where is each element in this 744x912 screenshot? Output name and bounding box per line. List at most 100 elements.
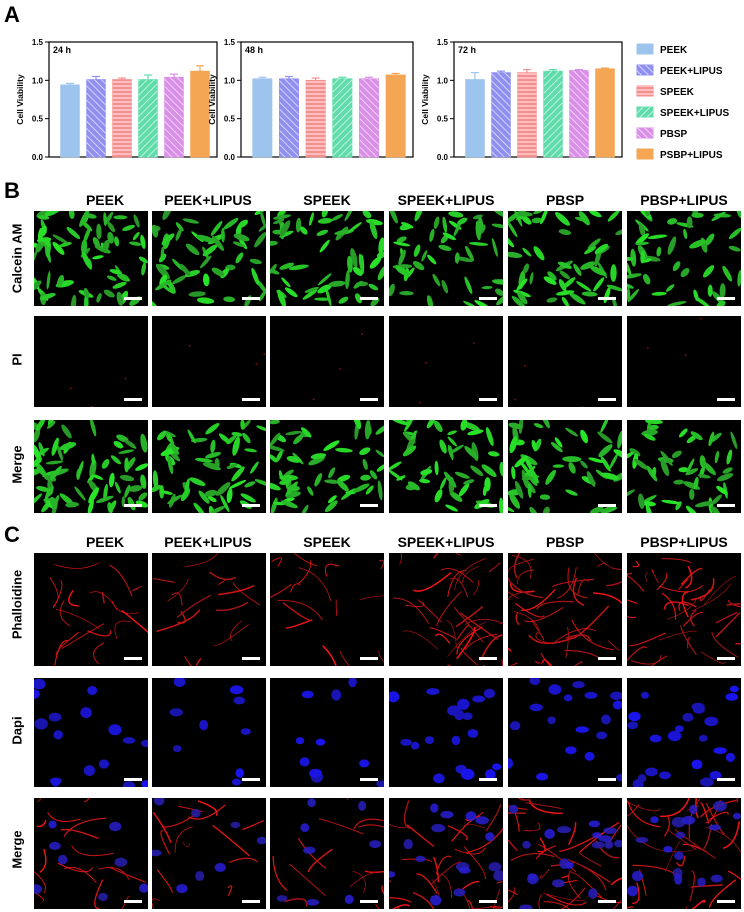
b-row-label: PI <box>9 353 25 366</box>
micrograph-tile <box>152 316 266 407</box>
bar <box>252 78 273 158</box>
y-tick-label: 1.0 <box>437 76 449 85</box>
y-axis-label: Cell Viability <box>15 74 25 125</box>
bar <box>60 84 80 158</box>
micrograph-image <box>152 420 266 513</box>
chart-frame <box>48 41 218 158</box>
micrograph-image <box>272 798 384 909</box>
c-col-header: PEEK <box>85 534 125 550</box>
scale-bar <box>242 398 260 401</box>
micrograph-image <box>508 798 622 909</box>
micrograph-image <box>627 685 739 787</box>
legend-label: PBSP <box>660 129 688 140</box>
micrograph-tile <box>270 798 384 909</box>
y-tick-label: 0.5 <box>224 115 236 124</box>
micrograph-image <box>389 800 503 909</box>
b-col-header: PBSP <box>545 192 585 208</box>
micrograph-image <box>69 377 127 407</box>
micrograph-tile <box>389 798 503 909</box>
scale-bar <box>598 297 616 300</box>
b-row-label: Merge <box>9 445 25 484</box>
scale-bar <box>242 504 260 507</box>
micrograph-tile <box>270 211 384 306</box>
c-col-header: SPEEK <box>303 534 351 550</box>
micrograph-image <box>34 798 148 909</box>
micrograph-tile <box>34 553 148 666</box>
micrograph-image <box>34 420 148 513</box>
micrograph-image <box>508 553 622 666</box>
bar-hatch <box>306 80 326 157</box>
y-tick-label: 1.0 <box>32 76 44 85</box>
legend-swatch <box>636 148 654 160</box>
scale-bar <box>479 778 497 781</box>
scale-bar <box>124 900 142 903</box>
y-tick-label: 1.5 <box>32 38 44 47</box>
legend-swatch-hatch <box>637 86 653 96</box>
bar <box>385 74 406 158</box>
micrograph-tile <box>389 678 503 787</box>
micrograph-tile <box>152 420 266 513</box>
micrograph-image <box>152 798 266 909</box>
bar-hatch <box>491 72 511 157</box>
b-col-header: PEEK+LIPUS <box>164 192 252 208</box>
panel-letter-a: A <box>4 2 20 27</box>
legend-label: SPEEK <box>660 87 695 98</box>
micrograph-image <box>627 211 741 306</box>
scale-bar <box>479 398 497 401</box>
panel-letter-b: B <box>4 178 20 203</box>
micrograph-tile <box>34 420 148 513</box>
y-tick-label: 1.0 <box>224 76 236 85</box>
micrograph-tile <box>508 316 622 407</box>
micrograph-image <box>34 211 148 306</box>
y-axis-label: Cell Viability <box>420 74 430 125</box>
micrograph-tile <box>508 553 622 666</box>
scale-bar <box>360 657 378 660</box>
scale-bar <box>717 900 735 903</box>
y-tick-label: 1.5 <box>224 38 236 47</box>
legend-label: SPEEK+LIPUS <box>660 108 730 119</box>
scale-bar <box>717 778 735 781</box>
scale-bar <box>124 504 142 507</box>
c-col-header: PEEK+LIPUS <box>164 534 252 550</box>
scale-bar <box>598 398 616 401</box>
bar <box>465 79 485 158</box>
chart-frame <box>240 41 414 158</box>
cell-viability-charts: 0.0 0.5 1.0 1.5 Cell Viability 24 h 0.0 0.5 1.0 1… <box>15 38 730 162</box>
micrograph-image <box>188 344 266 365</box>
chart-frame <box>453 41 623 158</box>
micrograph-tile <box>627 678 741 787</box>
micrograph-image <box>419 342 475 404</box>
scale-bar <box>479 900 497 903</box>
micrograph-image <box>169 678 251 786</box>
micrograph-tile <box>152 798 266 909</box>
micrograph-image <box>389 420 503 513</box>
y-axis-label: Cell Viability <box>207 74 217 125</box>
micrograph-tile <box>627 553 741 666</box>
micrograph-tile <box>152 211 266 306</box>
scale-bar <box>124 398 142 401</box>
c-col-header: PBSP <box>545 534 585 550</box>
legend-swatch-hatch <box>637 65 653 75</box>
micrograph-image <box>49 562 148 666</box>
micrograph-tile <box>508 798 622 909</box>
scale-bar <box>717 297 735 300</box>
bar-hatch <box>279 78 299 157</box>
micrograph-image <box>153 553 261 666</box>
micrograph-tile <box>627 420 741 513</box>
micrograph-tile <box>627 316 741 407</box>
y-tick-label: 0.0 <box>224 153 236 162</box>
micrograph-tile <box>389 211 503 306</box>
micrograph-tile <box>34 798 148 909</box>
bar-hatch <box>569 70 589 157</box>
c-col-header: SPEEK+LIPUS <box>397 534 495 550</box>
micrograph-image <box>627 558 741 666</box>
scale-bar <box>598 778 616 781</box>
bar-hatch <box>543 71 563 157</box>
bar-hatch <box>86 79 106 157</box>
scale-bar <box>242 657 260 660</box>
bar-hatch <box>517 72 537 157</box>
scale-bar <box>124 297 142 300</box>
micrograph-image <box>393 553 503 666</box>
micrograph-image <box>270 553 384 666</box>
scale-bar <box>360 504 378 507</box>
